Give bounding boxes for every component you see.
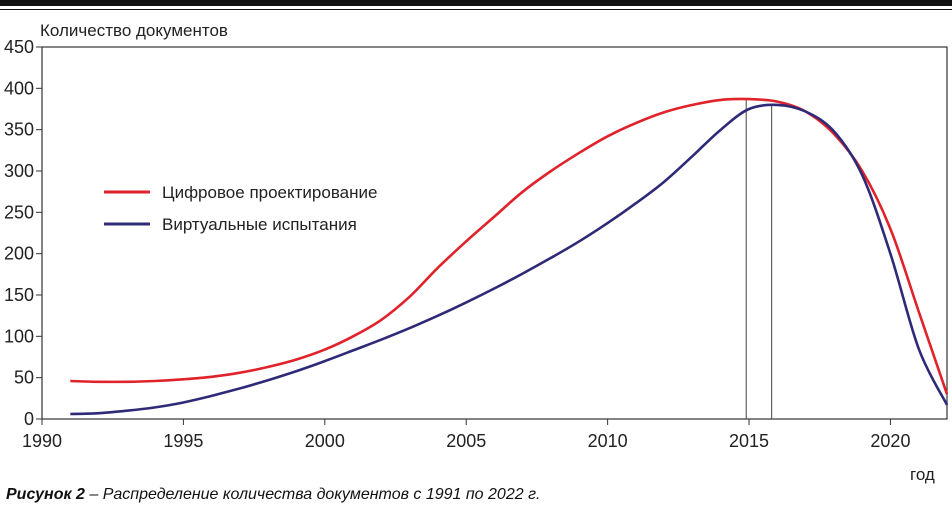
y-tick-label-300: 300 [4, 161, 34, 181]
caption-label: Рисунок 2 [6, 486, 85, 503]
y-axis-title: Количество документов [40, 21, 228, 40]
x-axis-title: год [910, 465, 935, 484]
plot-frame [41, 46, 948, 420]
series-line-digital-design [70, 97, 949, 395]
x-tick-label-2005: 2005 [446, 431, 486, 451]
top-border [0, 0, 952, 6]
x-tick-label-1990: 1990 [22, 431, 62, 451]
figure-caption: Рисунок 2 – Распределение количества док… [6, 486, 540, 504]
x-tick-label-1995: 1995 [163, 431, 203, 451]
y-tick-label-0: 0 [24, 409, 34, 429]
y-tick-label-450: 450 [4, 37, 34, 57]
series-line-virtual-testing [70, 103, 949, 416]
x-tick-label-2020: 2020 [870, 431, 910, 451]
x-tick-label-2010: 2010 [588, 431, 628, 451]
legend: Цифровое проектирование Виртуальные испы… [104, 183, 377, 234]
legend-label-virtual: Виртуальные испытания [162, 215, 357, 234]
plot-area: 0 50 100 150 200 250 300 350 400 450 1990 1995 2000 2… [4, 37, 949, 451]
y-tick-label-50: 50 [14, 368, 34, 388]
y-tick-label-150: 150 [4, 285, 34, 305]
caption-text: – Распределение количества документов с … [84, 486, 541, 503]
y-tick-label-350: 350 [4, 120, 34, 140]
x-tick-label-2015: 2015 [729, 431, 769, 451]
chart: Количество документов год 0 50 100 150 200 25… [4, 21, 949, 484]
x-tick-label-2000: 2000 [305, 431, 345, 451]
y-tick-label-100: 100 [4, 326, 34, 346]
legend-label-digital: Цифровое проектирование [162, 183, 377, 202]
y-tick-label-400: 400 [4, 78, 34, 98]
top-border-thin [0, 9, 952, 10]
y-tick-label-200: 200 [4, 244, 34, 264]
y-tick-label-250: 250 [4, 202, 34, 222]
